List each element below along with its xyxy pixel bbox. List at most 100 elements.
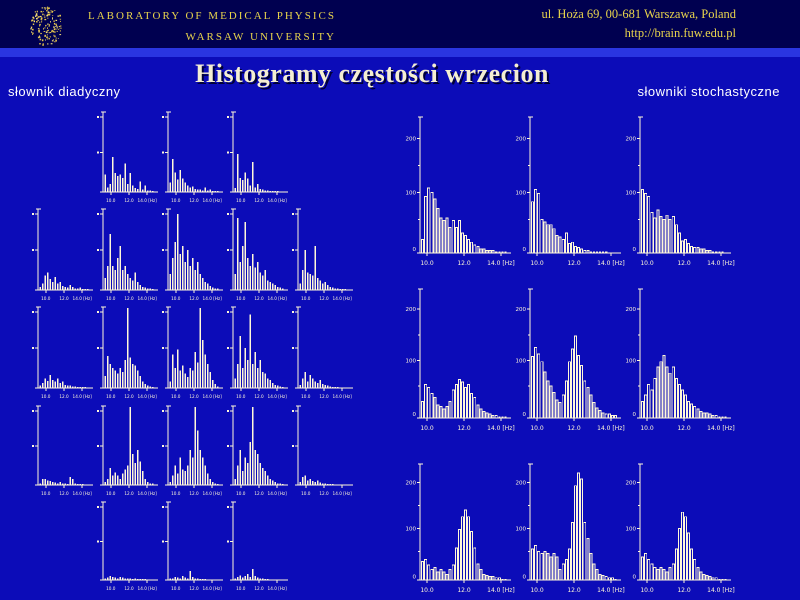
svg-text:10.0: 10.0 [301,394,311,399]
svg-text:0: 0 [523,575,527,581]
svg-text:14.0 [Hz]: 14.0 [Hz] [203,198,223,203]
svg-text:0: 0 [523,412,527,418]
svg-text:12.0: 12.0 [254,296,264,301]
university-logo-icon [30,6,62,46]
svg-text:0: 0 [633,575,637,581]
svg-text:12.0: 12.0 [254,586,264,591]
svg-text:12.0: 12.0 [59,394,69,399]
institution-line1: LABORATORY OF MEDICAL PHYSICS [88,10,336,22]
svg-text:10.0: 10.0 [301,296,311,301]
histogram-left-r4c5: 10.0 12.0 14.0 [Hz] [292,405,353,496]
histogram-left-r1c3: 10.0 12.0 14.0 [Hz] [162,111,223,203]
website-url[interactable]: http://brain.fuw.edu.pl [624,26,736,40]
svg-text:14.0 [Hz]: 14.0 [Hz] [333,296,353,301]
svg-text:14.0 [Hz]: 14.0 [Hz] [73,491,93,496]
svg-text:12.0: 12.0 [567,587,581,594]
histogram-left-r3c3: 10.0 12.0 14.0 [Hz] [162,306,223,399]
svg-text:14.0 [Hz]: 14.0 [Hz] [203,586,223,591]
svg-text:0: 0 [413,247,417,253]
svg-text:14.0 [Hz]: 14.0 [Hz] [138,586,158,591]
svg-text:10.0: 10.0 [41,394,51,399]
svg-text:14.0 [Hz]: 14.0 [Hz] [138,394,158,399]
svg-text:10.0: 10.0 [530,587,544,594]
svg-text:14.0 [Hz]: 14.0 [Hz] [138,491,158,496]
svg-text:14.0 [Hz]: 14.0 [Hz] [707,260,735,267]
svg-text:12.0: 12.0 [189,198,199,203]
svg-text:12.0: 12.0 [319,296,329,301]
right-panel-label: słowniki stochastyczne [637,84,780,99]
svg-text:14.0 [Hz]: 14.0 [Hz] [597,425,625,432]
svg-text:14.0 [Hz]: 14.0 [Hz] [487,587,515,594]
svg-text:12.0: 12.0 [677,587,691,594]
svg-text:12.0: 12.0 [254,394,264,399]
svg-text:10.0: 10.0 [106,491,116,496]
svg-text:12.0: 12.0 [567,260,581,267]
svg-text:14.0 [Hz]: 14.0 [Hz] [597,260,625,267]
histogram-right-r1c2: 200 100 0 10.0 12.0 14.0 [Hz] [516,116,625,267]
histogram-left-r4c3: 10.0 12.0 14.0 [Hz] [162,405,223,496]
svg-text:100: 100 [406,526,417,532]
svg-text:100: 100 [406,358,417,364]
page-title: Histogramy częstości wrzecion [195,59,549,88]
svg-text:10.0: 10.0 [171,296,181,301]
svg-text:12.0: 12.0 [124,394,134,399]
svg-text:100: 100 [626,526,637,532]
histogram-left-r4c4: 10.0 12.0 14.0 [Hz] [227,405,288,496]
histogram-left-r2c2: 10.0 12.0 14.0 [Hz] [97,208,158,301]
svg-text:10.0: 10.0 [106,586,116,591]
svg-text:200: 200 [626,480,637,486]
svg-text:14.0 [Hz]: 14.0 [Hz] [268,296,288,301]
histogram-right-r1c1: 200 100 0 10.0 12.0 14.0 [Hz] [406,116,515,267]
svg-text:0: 0 [523,247,527,253]
svg-text:14.0 [Hz]: 14.0 [Hz] [333,491,353,496]
svg-text:12.0: 12.0 [457,425,471,432]
svg-text:200: 200 [406,136,417,142]
histogram-left-r4c1: 10.0 12.0 14.0 [Hz] [32,405,93,496]
svg-text:14.0 [Hz]: 14.0 [Hz] [487,260,515,267]
svg-text:12.0: 12.0 [124,296,134,301]
svg-text:10.0: 10.0 [236,394,246,399]
svg-text:0: 0 [413,575,417,581]
svg-text:10.0: 10.0 [530,260,544,267]
svg-text:14.0 [Hz]: 14.0 [Hz] [73,296,93,301]
svg-text:200: 200 [516,136,527,142]
histogram-right-r3c1: 200 100 010.0 12.0 14.0 [Hz] [406,463,515,594]
histogram-right-r2c3: 200 100 0 10.0 12.0 14.0 [Hz] [626,288,735,432]
svg-text:0: 0 [413,412,417,418]
svg-text:10.0: 10.0 [106,296,116,301]
histogram-right-r2c1: 200 100 0 10.0 12.0 14.0 [Hz] [406,288,515,432]
svg-text:14.0 [Hz]: 14.0 [Hz] [203,394,223,399]
svg-text:200: 200 [406,307,417,313]
svg-text:100: 100 [626,358,637,364]
svg-text:200: 200 [516,480,527,486]
svg-text:10.0: 10.0 [106,394,116,399]
svg-text:14.0 [Hz]: 14.0 [Hz] [268,491,288,496]
svg-text:200: 200 [516,307,527,313]
histogram-left-r3c2: 10.0 12.0 14.0 [Hz] [97,306,158,399]
svg-text:10.0: 10.0 [530,425,544,432]
institution-block: LABORATORY OF MEDICAL PHYSICS WARSAW UNI… [60,6,336,48]
histogram-right-r3c3: 200 100 010.0 12.0 14.0 [Hz] [626,463,735,594]
svg-text:10.0: 10.0 [236,491,246,496]
svg-text:12.0: 12.0 [677,425,691,432]
svg-text:12.0: 12.0 [189,296,199,301]
svg-text:10.0: 10.0 [420,425,434,432]
svg-text:10.0: 10.0 [236,198,246,203]
svg-text:10.0: 10.0 [41,491,51,496]
svg-text:100: 100 [626,190,637,196]
histogram-left-r5c4: 10.0 12.0 14.0 [Hz] [227,501,288,591]
svg-text:200: 200 [406,480,417,486]
svg-text:10.0: 10.0 [171,491,181,496]
svg-text:10.0: 10.0 [171,586,181,591]
histogram-left-r5c2: 10.0 12.0 14.0 [Hz] [97,501,158,591]
svg-text:12.0: 12.0 [254,198,264,203]
svg-text:14.0 [Hz]: 14.0 [Hz] [487,425,515,432]
svg-text:12.0: 12.0 [254,491,264,496]
svg-text:14.0 [Hz]: 14.0 [Hz] [268,394,288,399]
histogram-left-r2c1: 10.0 12.0 14.0 [Hz] [32,208,93,301]
address-line: ul. Hoża 69, 00-681 Warszawa, Poland [541,7,736,21]
svg-text:14.0 [Hz]: 14.0 [Hz] [707,425,735,432]
svg-text:200: 200 [626,136,637,142]
